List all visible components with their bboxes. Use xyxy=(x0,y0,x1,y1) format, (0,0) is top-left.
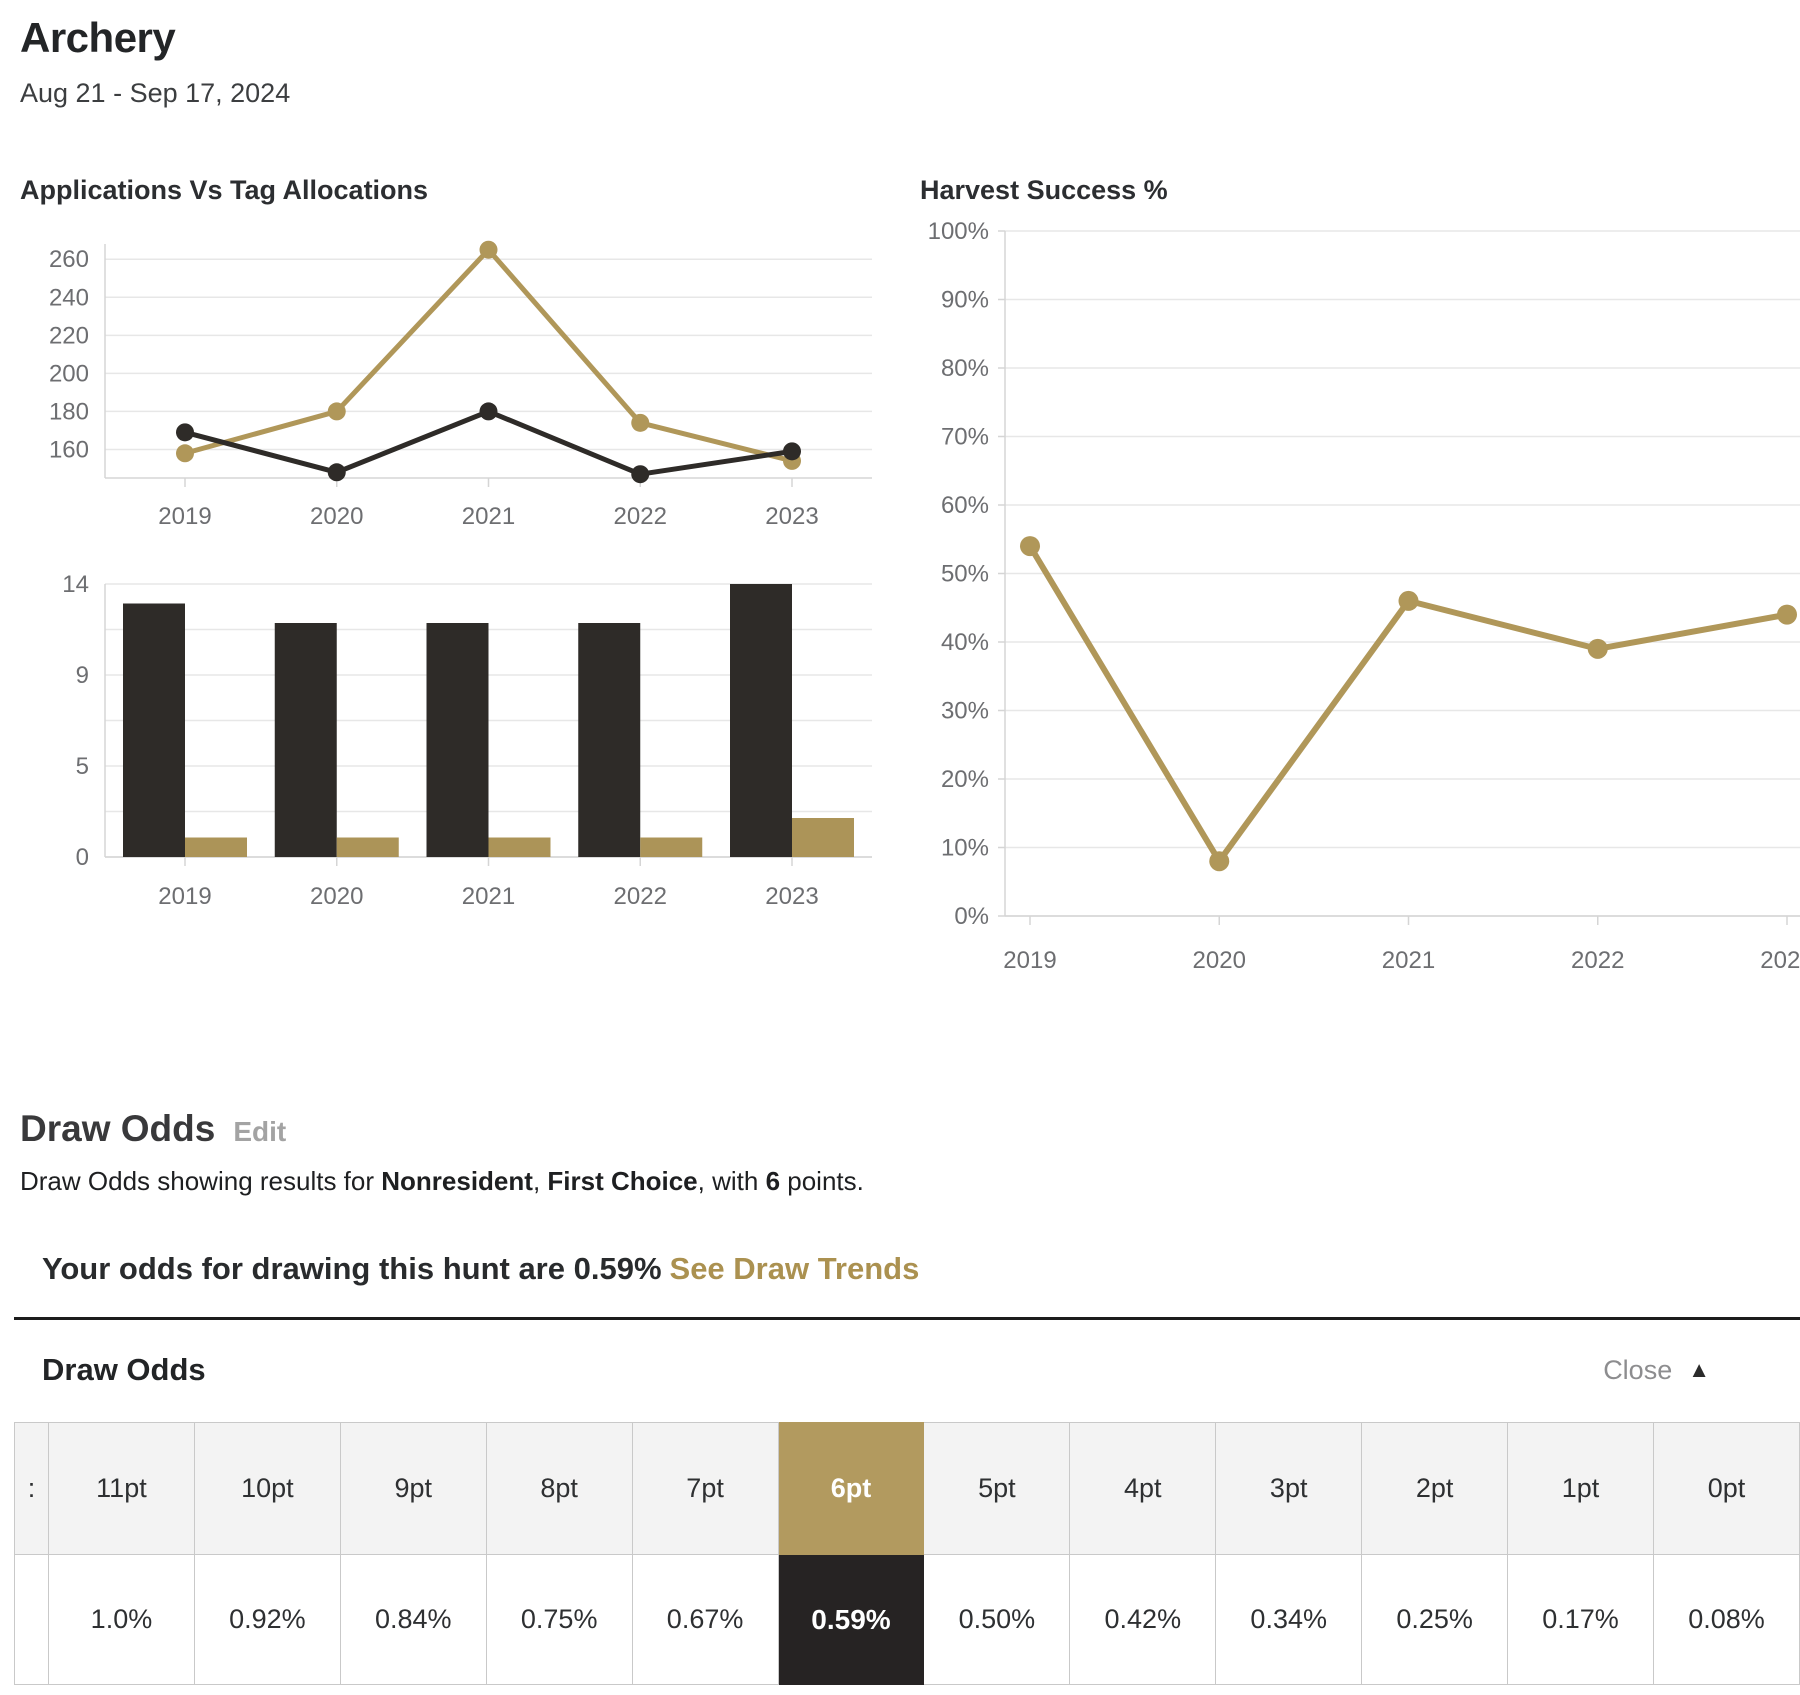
draw-odds-table-title: Draw Odds xyxy=(42,1352,206,1387)
draw-odds-description: Draw Odds showing results for Nonresiden… xyxy=(20,1166,1780,1197)
svg-text:200: 200 xyxy=(49,360,89,387)
odds-banner-text: Your odds for drawing this hunt are xyxy=(42,1251,574,1286)
points-column-header-2pt[interactable]: 2pt xyxy=(1361,1422,1509,1555)
svg-text:260: 260 xyxy=(49,246,89,273)
draw-odds-heading: Draw Odds xyxy=(20,1108,216,1149)
svg-text:90%: 90% xyxy=(941,287,989,314)
apps-vs-tags-bar-chart: 0 5 9 14 2019 2020 2021 2022 2023 xyxy=(20,564,880,916)
collapse-arrow-icon: ▲ xyxy=(1688,1357,1710,1382)
svg-text:0%: 0% xyxy=(954,903,989,930)
odds-value-cell-10pt: 0.92% xyxy=(193,1554,341,1685)
odds-value-cell-4pt: 0.42% xyxy=(1069,1554,1217,1685)
svg-text:220: 220 xyxy=(49,322,89,349)
svg-text:2021: 2021 xyxy=(1382,947,1435,974)
edit-draw-odds-link[interactable]: Edit xyxy=(233,1116,287,1147)
draw-odds-panel-head: Draw Odds Close ▲ xyxy=(20,1352,1780,1388)
points-column-header-10pt[interactable]: 10pt xyxy=(193,1422,341,1555)
svg-text:180: 180 xyxy=(49,398,89,425)
odds-value-cell-6pt: 0.59% xyxy=(777,1554,925,1685)
svg-text:2020: 2020 xyxy=(310,883,363,910)
close-label: Close xyxy=(1603,1354,1673,1385)
draw-odds-section-head: Draw Odds Edit xyxy=(20,1108,1780,1150)
svg-text:10%: 10% xyxy=(941,835,989,862)
svg-text:2021: 2021 xyxy=(462,503,515,530)
svg-text:2020: 2020 xyxy=(310,503,363,530)
svg-text:2021: 2021 xyxy=(462,883,515,910)
svg-text:100%: 100% xyxy=(928,218,989,245)
svg-text:2023: 2023 xyxy=(1760,947,1800,974)
svg-text:160: 160 xyxy=(49,436,89,463)
odds-value-cell-5pt: 0.50% xyxy=(923,1554,1071,1685)
page-title: Archery xyxy=(20,14,176,61)
svg-text:60%: 60% xyxy=(941,492,989,519)
svg-text:2022: 2022 xyxy=(1571,947,1624,974)
applications-charts-column: Applications Vs Tag Allocations 160 180 20… xyxy=(20,175,880,1004)
svg-text:40%: 40% xyxy=(941,629,989,656)
svg-text:30%: 30% xyxy=(941,698,989,725)
odds-value-cell-11pt: 1.0% xyxy=(48,1554,195,1685)
svg-text:0: 0 xyxy=(76,844,89,871)
odds-value-cell-7pt: 0.67% xyxy=(631,1554,779,1685)
choice-value: First Choice xyxy=(547,1166,698,1196)
partial-column-header: : xyxy=(14,1422,49,1555)
season-date-range: Aug 21 - Sep 17, 2024 xyxy=(20,78,291,108)
points-column-header-1pt[interactable]: 1pt xyxy=(1507,1422,1654,1555)
svg-text:5: 5 xyxy=(76,753,89,780)
svg-text:50%: 50% xyxy=(941,561,989,588)
section-divider xyxy=(14,1317,1800,1320)
svg-text:2022: 2022 xyxy=(614,883,667,910)
svg-text:2023: 2023 xyxy=(765,503,818,530)
svg-text:9: 9 xyxy=(76,662,89,689)
points-column-header-11pt[interactable]: 11pt xyxy=(48,1422,195,1555)
svg-text:2020: 2020 xyxy=(1193,947,1246,974)
residency-value: Nonresident xyxy=(381,1166,533,1196)
odds-value-cell-3pt: 0.34% xyxy=(1215,1554,1363,1685)
odds-value-cell-8pt: 0.75% xyxy=(485,1554,633,1685)
points-column-header-0pt[interactable]: 0pt xyxy=(1652,1422,1800,1555)
points-value: 6 xyxy=(765,1166,781,1196)
description-text: , with xyxy=(697,1166,766,1196)
apps-vs-tags-line-chart: 160 180 200 220 240 260 2019 2020 2021 2022 2023 xyxy=(20,216,880,538)
see-draw-trends-link[interactable]: See Draw Trends xyxy=(669,1251,920,1286)
odds-value-cell-1pt: 0.17% xyxy=(1507,1554,1654,1685)
harvest-success-line-chart: 0% 10% 20% 30% 40% 50% 60% 70% 80% 90% 100% 2019 202… xyxy=(920,216,1800,1004)
odds-value-cell-2pt: 0.25% xyxy=(1361,1554,1509,1685)
svg-text:2019: 2019 xyxy=(1003,947,1056,974)
points-column-header-4pt[interactable]: 4pt xyxy=(1069,1422,1217,1555)
draw-odds-table-scroll[interactable]: :11pt 10pt 9pt 8pt 7pt 6pt 5pt 4pt 3pt 2pt 1pt 0pt … xyxy=(14,1422,1800,1685)
odds-value-cell-0pt: 0.08% xyxy=(1652,1554,1800,1685)
points-column-header-9pt[interactable]: 9pt xyxy=(339,1422,487,1555)
draw-odds-table: :11pt 10pt 9pt 8pt 7pt 6pt 5pt 4pt 3pt 2pt 1pt 0pt … xyxy=(14,1422,1800,1685)
points-column-header-3pt[interactable]: 3pt xyxy=(1215,1422,1363,1555)
points-column-header-6pt[interactable]: 6pt xyxy=(777,1422,925,1555)
description-text: Draw Odds showing results for xyxy=(20,1166,382,1196)
points-column-header-5pt[interactable]: 5pt xyxy=(923,1422,1071,1555)
description-text: , xyxy=(532,1166,548,1196)
charts-section: Applications Vs Tag Allocations 160 180 20… xyxy=(20,175,1800,1004)
close-panel-button[interactable]: Close ▲ xyxy=(1603,1355,1710,1386)
svg-text:20%: 20% xyxy=(941,766,989,793)
svg-text:2023: 2023 xyxy=(765,883,818,910)
svg-text:80%: 80% xyxy=(941,355,989,382)
description-text: points. xyxy=(780,1166,864,1196)
svg-text:2019: 2019 xyxy=(158,503,211,530)
odds-banner-value: 0.59% xyxy=(573,1251,662,1286)
harvest-success-title: Harvest Success % xyxy=(920,175,1168,205)
odds-value-cell-9pt: 0.84% xyxy=(339,1554,487,1685)
points-header-row: :11pt 10pt 9pt 8pt 7pt 6pt 5pt 4pt 3pt 2pt 1pt 0pt xyxy=(14,1422,1800,1555)
svg-text:2022: 2022 xyxy=(614,503,667,530)
harvest-chart-column: Harvest Success % 0% 10% 20% 30% 40% 50% 60% 70… xyxy=(920,175,1800,1004)
points-column-header-7pt[interactable]: 7pt xyxy=(631,1422,779,1555)
points-column-header-8pt[interactable]: 8pt xyxy=(485,1422,633,1555)
odds-value-row: 1.0% 0.92% 0.84% 0.75% 0.67% 0.59% 0.50% 0.42% 0… xyxy=(14,1554,1800,1685)
odds-banner: Your odds for drawing this hunt are 0.59… xyxy=(20,1251,1780,1287)
apps-vs-tags-title: Applications Vs Tag Allocations xyxy=(20,175,429,205)
partial-column-cell xyxy=(14,1554,49,1685)
svg-text:2019: 2019 xyxy=(158,883,211,910)
svg-text:240: 240 xyxy=(49,284,89,311)
svg-text:70%: 70% xyxy=(941,424,989,451)
svg-text:14: 14 xyxy=(62,571,89,598)
